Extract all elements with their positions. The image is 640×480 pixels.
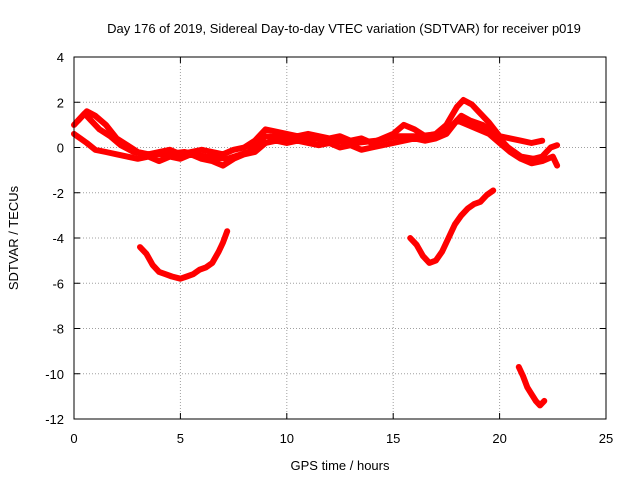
x-tick-label: 20 <box>492 431 506 446</box>
trace-segment-3 <box>515 364 548 409</box>
x-tick-label: 0 <box>70 431 77 446</box>
x-tick-label: 5 <box>177 431 184 446</box>
chart-title: Day 176 of 2019, Sidereal Day-to-day VTE… <box>107 21 581 36</box>
x-tick-label: 10 <box>280 431 294 446</box>
trace-segment-2 <box>407 187 497 266</box>
y-tick-label: 4 <box>57 50 64 65</box>
plot-area <box>71 97 561 409</box>
trace-segment-1 <box>137 228 231 282</box>
y-axis-label: SDTVAR / TECUs <box>6 185 21 290</box>
plot-frame <box>73 56 607 420</box>
y-tick-label: -2 <box>52 186 64 201</box>
x-tick-label: 15 <box>386 431 400 446</box>
y-tick-label: -10 <box>45 367 64 382</box>
y-tick-label: -6 <box>52 276 64 291</box>
x-tick-label: 25 <box>599 431 613 446</box>
y-tick-label: -8 <box>52 322 64 337</box>
y-tick-label: -12 <box>45 412 64 427</box>
y-tick-label: -4 <box>52 231 64 246</box>
trace-main-mid <box>75 110 561 162</box>
x-axis-label: GPS time / hours <box>291 458 390 473</box>
y-tick-label: 2 <box>57 95 64 110</box>
grid-lines <box>74 57 606 419</box>
y-tick-label: 0 <box>57 141 64 156</box>
